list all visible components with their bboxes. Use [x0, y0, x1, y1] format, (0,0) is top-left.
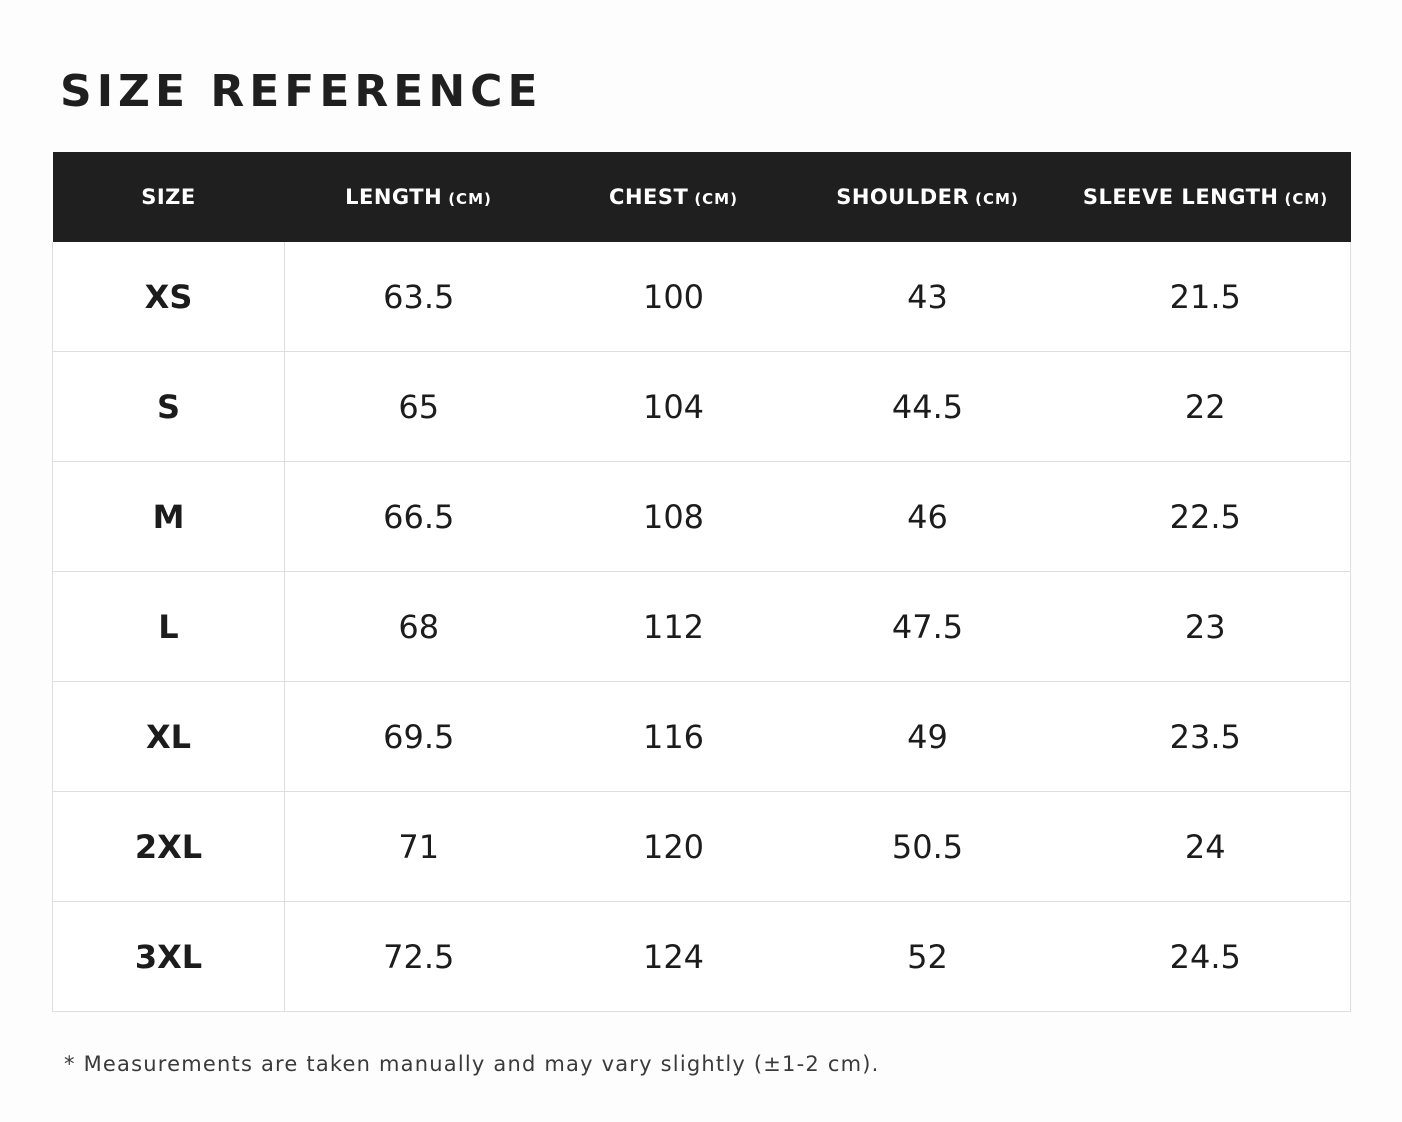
measurement: 43	[794, 242, 1061, 352]
column-unit: (CM)	[694, 190, 738, 208]
column-header: CHEST (CM)	[552, 152, 795, 242]
measurement: 116	[552, 681, 795, 792]
size-row: M 66.5 108 46 22.5	[52, 461, 1351, 572]
measurement: 112	[552, 571, 795, 682]
size-table: SIZE LENGTH (CM) CHEST (CM) SHOULDER (CM) SLEEV…	[52, 152, 1351, 1012]
column-name: SHOULDER	[836, 185, 970, 209]
column-name: CHEST	[609, 185, 689, 209]
measurement: 120	[552, 791, 795, 902]
size-label: XS	[52, 242, 285, 352]
measurement: 72.5	[284, 901, 553, 1012]
measurement: 22.5	[1060, 461, 1351, 572]
measurement: 68	[284, 571, 553, 682]
measurement: 104	[552, 351, 795, 462]
column-name: SIZE	[141, 185, 196, 209]
measurement: 23.5	[1060, 681, 1351, 792]
header-row: SIZE LENGTH (CM) CHEST (CM) SHOULDER (CM) SLEEV…	[52, 152, 1351, 242]
measurement: 52	[794, 901, 1061, 1012]
measurement: 108	[552, 461, 795, 572]
column-unit: (CM)	[1284, 190, 1329, 208]
measurement: 47.5	[794, 571, 1061, 682]
table-header: SIZE LENGTH (CM) CHEST (CM) SHOULDER (CM) SLEEV…	[52, 152, 1351, 242]
measurement: 69.5	[284, 681, 553, 792]
size-row: 2XL 71 120 50.5 24	[52, 791, 1351, 902]
measurement: 24.5	[1060, 901, 1351, 1012]
measurement: 124	[552, 901, 795, 1012]
column-name: SLEEVE LENGTH	[1082, 185, 1279, 209]
size-label: 3XL	[52, 901, 285, 1012]
measurement: 100	[552, 242, 795, 352]
measurement: 65	[284, 351, 553, 462]
footnote: * Measurements are taken manually and ma…	[64, 1052, 880, 1076]
size-label: M	[52, 461, 285, 572]
measurement: 24	[1060, 791, 1351, 902]
column-unit: (CM)	[975, 190, 1019, 208]
measurement: 46	[794, 461, 1061, 572]
table-body: XS 63.5 100 43 21.5 S 65 104 44.5 22 M 66.5 108 46 22.…	[52, 242, 1351, 1012]
column-unit: (CM)	[448, 190, 492, 208]
measurement: 66.5	[284, 461, 553, 572]
measurement: 49	[794, 681, 1061, 792]
column-header: LENGTH (CM)	[284, 152, 553, 242]
column-header: SLEEVE LENGTH (CM)	[1060, 152, 1351, 242]
measurement: 50.5	[794, 791, 1061, 902]
column-header: SHOULDER (CM)	[794, 152, 1061, 242]
size-label: 2XL	[52, 791, 285, 902]
size-label: S	[52, 351, 285, 462]
column-header: SIZE	[52, 152, 285, 242]
size-label: L	[52, 571, 285, 682]
measurement: 71	[284, 791, 553, 902]
size-row: XL 69.5 116 49 23.5	[52, 681, 1351, 792]
size-label: XL	[52, 681, 285, 792]
measurement: 21.5	[1060, 242, 1351, 352]
measurement: 44.5	[794, 351, 1061, 462]
size-row: L 68 112 47.5 23	[52, 571, 1351, 682]
column-name: LENGTH	[345, 185, 443, 209]
measurement: 23	[1060, 571, 1351, 682]
size-row: XS 63.5 100 43 21.5	[52, 242, 1351, 352]
size-row: 3XL 72.5 124 52 24.5	[52, 901, 1351, 1012]
measurement: 63.5	[284, 242, 553, 352]
page-title: SIZE REFERENCE	[60, 66, 543, 117]
measurement: 22	[1060, 351, 1351, 462]
size-row: S 65 104 44.5 22	[52, 351, 1351, 462]
